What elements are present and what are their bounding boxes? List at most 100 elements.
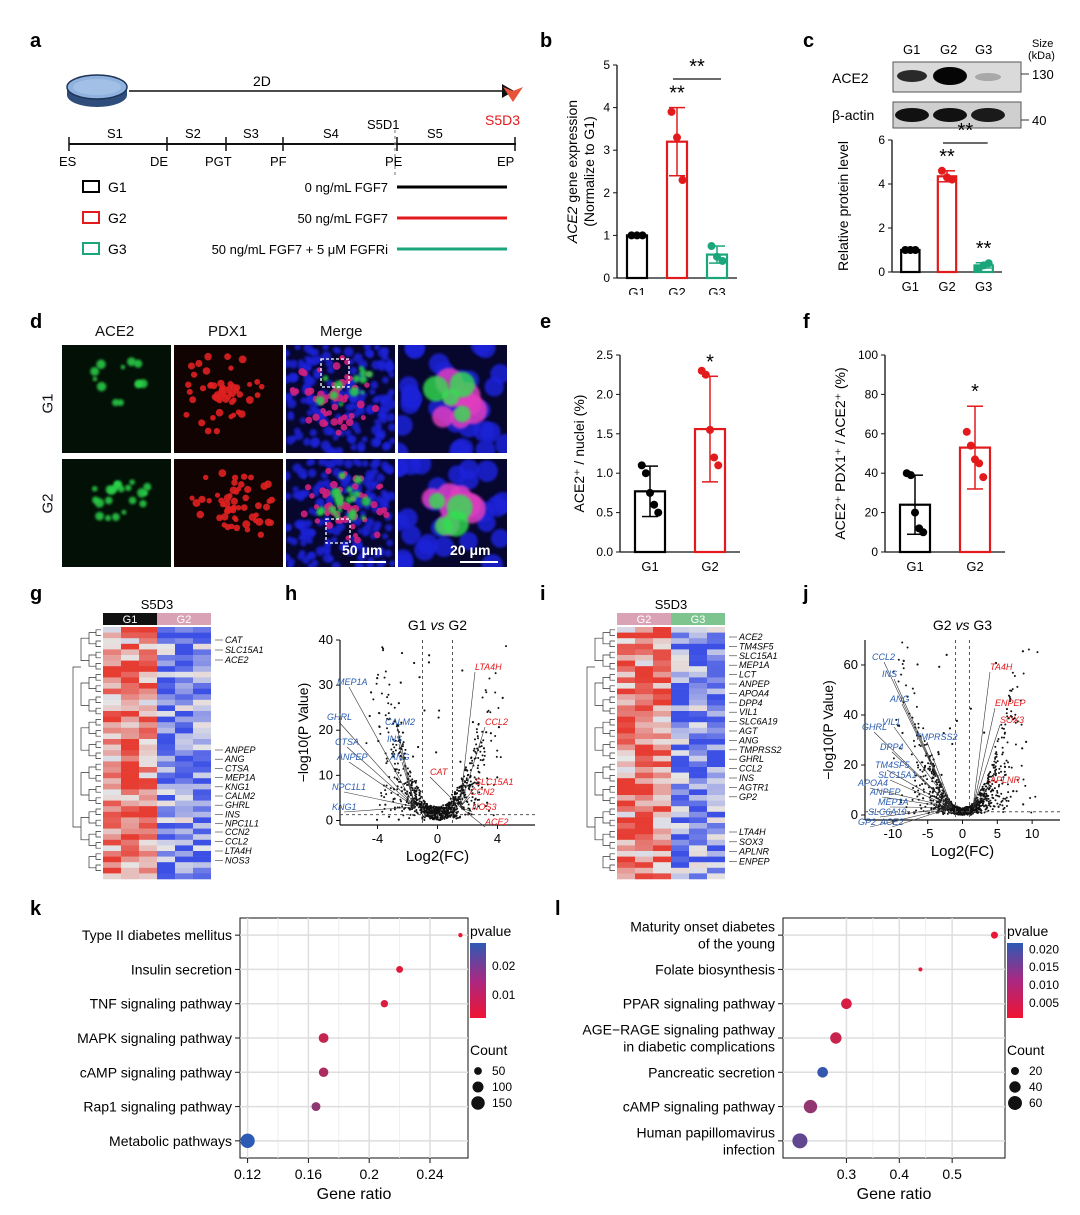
heatmap-cell — [121, 716, 139, 723]
heatmap-cell — [139, 699, 157, 706]
ace2-signal — [349, 492, 354, 497]
micro-tile — [286, 459, 395, 567]
volcano-point — [917, 766, 920, 769]
volcano-point — [446, 808, 449, 811]
heatmap-cell — [193, 683, 211, 689]
pathway-label: AGE−RAGE signaling pathway — [582, 1022, 775, 1038]
dapi-nucleus — [380, 347, 390, 356]
volcano-point — [1012, 718, 1015, 721]
heatmap-cell — [175, 772, 193, 779]
heatmap-cell — [193, 705, 211, 712]
heatmap-cell — [689, 722, 707, 729]
stage-label-s1: S1 — [107, 126, 123, 141]
dapi-nucleus — [298, 550, 306, 557]
heatmap-cell — [175, 862, 193, 869]
heatmap-cell — [635, 727, 653, 734]
heatmap-cell — [689, 716, 707, 723]
volcano-point — [501, 696, 504, 699]
volcano-point — [496, 749, 499, 752]
heatmap-cell — [689, 789, 707, 796]
volcano-point — [922, 788, 925, 791]
dapi-nucleus — [309, 438, 320, 448]
heatmap-cell — [635, 638, 653, 645]
heatmap-cell — [635, 867, 653, 874]
heatmap-cell — [671, 694, 689, 701]
heatmap-cell — [157, 744, 175, 751]
x-tick-label: -10 — [883, 826, 902, 841]
volcano-point — [398, 751, 401, 754]
volcano-point — [406, 797, 409, 800]
count-legend-title: Count — [1007, 1042, 1044, 1058]
dapi-nucleus — [346, 434, 355, 442]
volcano-point — [442, 809, 445, 812]
heatmap-cell — [707, 834, 725, 841]
volcano-point — [456, 792, 459, 795]
stage-label-s2: S2 — [185, 126, 201, 141]
heatmap-cell — [617, 677, 635, 684]
dapi-nucleus — [490, 529, 507, 548]
heatmap-cell — [689, 856, 707, 863]
volcano-point — [992, 779, 995, 782]
heatmap-cell — [103, 643, 121, 650]
heatmap-cell — [193, 666, 211, 673]
heatmap-cell — [671, 666, 689, 673]
heatmap-cell — [139, 660, 157, 667]
dapi-nucleus — [377, 359, 387, 369]
dapi-nucleus — [322, 345, 329, 351]
pathway-dot — [318, 1033, 329, 1043]
dapi-nucleus — [287, 373, 297, 383]
dendro-branch — [609, 763, 615, 771]
heatmap-cell — [635, 828, 653, 835]
gene-label: ACE2 — [224, 655, 249, 665]
heatmap-cell — [707, 783, 725, 790]
dapi-nucleus — [327, 366, 335, 374]
dapi-nucleus — [354, 427, 362, 435]
ace2-signal — [366, 370, 374, 378]
heatmap-cell — [653, 744, 671, 751]
volcano-point — [388, 683, 391, 686]
dendro-branch — [609, 629, 615, 636]
pdx1-nucleus — [254, 392, 261, 398]
gene-label-down: DPP4 — [880, 742, 904, 752]
heatmap-cell — [653, 699, 671, 706]
pdx1-nucleus — [238, 481, 245, 488]
heatmap-cell — [193, 655, 211, 661]
heatmap-cell — [689, 627, 707, 633]
volcano-point — [1021, 747, 1024, 750]
dapi-nucleus — [345, 403, 354, 412]
volcano-point — [375, 818, 379, 821]
volcano-point — [919, 745, 922, 748]
ace2-signal — [107, 486, 116, 495]
heatmap-cell — [193, 823, 211, 829]
dendro-branch — [609, 819, 615, 827]
x-tick-label: G2 — [668, 285, 685, 295]
heatmap-cell — [635, 767, 653, 773]
volcano-point — [445, 817, 448, 820]
heatmap-cell — [689, 851, 707, 857]
pathway-label: of the young — [698, 936, 775, 952]
pdx1-nucleus — [192, 499, 201, 507]
ace2-signal — [333, 380, 344, 390]
pvalue-legend-title: pvalue — [470, 923, 511, 939]
heatmap-cell — [689, 811, 707, 818]
pdx1-nucleus — [242, 494, 250, 502]
heatmap-cell — [121, 649, 139, 656]
heatmap-cell — [175, 851, 193, 857]
volcano-point — [912, 786, 915, 789]
heatmap-cell — [175, 761, 193, 768]
data-point — [667, 107, 676, 116]
dapi-nucleus — [381, 354, 389, 362]
pdx1-nucleus — [245, 396, 254, 404]
volcano-point — [919, 804, 922, 807]
volcano-point — [483, 763, 486, 766]
pdx1-nucleus — [190, 371, 198, 378]
volcano-point — [475, 731, 478, 734]
dapi-nucleus — [318, 459, 326, 466]
volcano-point — [919, 768, 922, 771]
ace2-signal — [353, 475, 363, 485]
y-tick-label: 80 — [865, 387, 879, 401]
volcano-point — [393, 808, 396, 811]
